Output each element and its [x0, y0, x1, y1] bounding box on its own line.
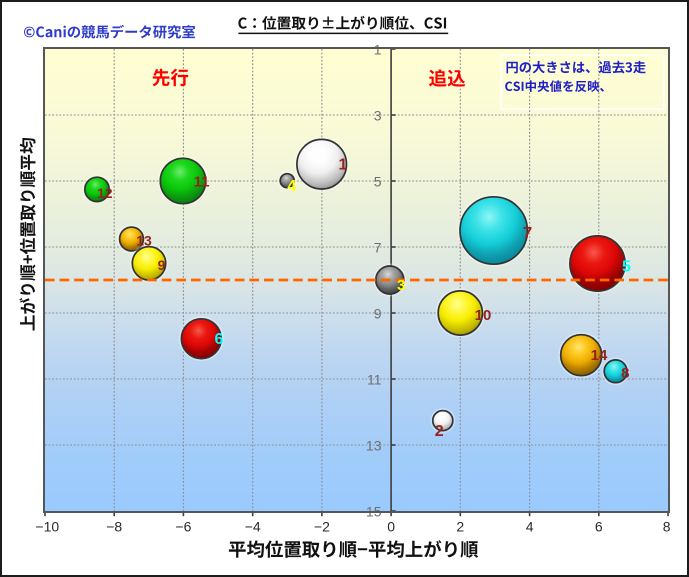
svg-text:14: 14 — [591, 347, 608, 364]
svg-text:10: 10 — [475, 307, 492, 324]
svg-text:5: 5 — [374, 174, 382, 190]
svg-text:3: 3 — [397, 277, 405, 294]
svg-text:7: 7 — [523, 224, 532, 243]
svg-text:6: 6 — [215, 331, 224, 348]
svg-text:4: 4 — [287, 178, 296, 195]
svg-text:11: 11 — [367, 372, 382, 388]
svg-text:12: 12 — [97, 185, 113, 201]
svg-text:−2: −2 — [314, 518, 330, 534]
svg-text:2: 2 — [435, 423, 444, 440]
svg-text:9: 9 — [158, 257, 166, 273]
svg-text:0: 0 — [387, 518, 395, 534]
svg-text:−8: −8 — [106, 518, 122, 534]
svg-text:13: 13 — [366, 438, 382, 454]
svg-text:8: 8 — [663, 518, 671, 534]
svg-text:1: 1 — [339, 157, 348, 174]
svg-text:1: 1 — [374, 42, 382, 58]
svg-text:13: 13 — [136, 233, 152, 249]
svg-text:3: 3 — [374, 108, 382, 124]
svg-text:−6: −6 — [175, 518, 191, 534]
svg-text:4: 4 — [526, 518, 534, 534]
svg-text:−4: −4 — [245, 518, 261, 534]
svg-text:9: 9 — [374, 306, 382, 322]
svg-text:5: 5 — [622, 259, 631, 276]
svg-text:8: 8 — [621, 365, 629, 382]
svg-text:6: 6 — [595, 518, 603, 534]
svg-text:−10: −10 — [35, 518, 59, 534]
svg-text:11: 11 — [194, 174, 210, 191]
svg-text:2: 2 — [456, 518, 464, 534]
svg-text:7: 7 — [374, 240, 382, 256]
